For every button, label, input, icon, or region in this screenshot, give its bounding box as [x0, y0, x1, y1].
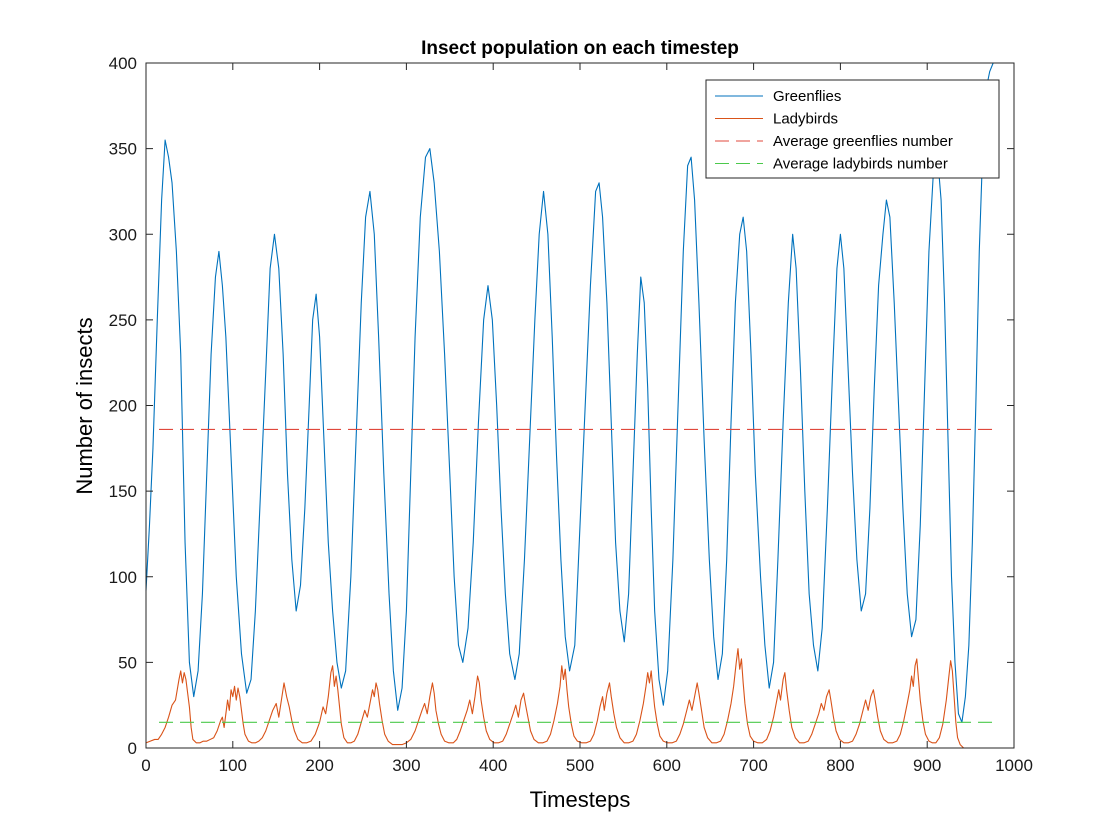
x-tick-label: 500 — [566, 756, 594, 775]
y-tick-label: 150 — [109, 482, 137, 501]
y-tick-label: 100 — [109, 568, 137, 587]
legend-entry: Average ladybirds number — [773, 156, 948, 173]
x-tick-label: 0 — [141, 756, 150, 775]
x-tick-label: 800 — [826, 756, 854, 775]
x-tick-label: 400 — [479, 756, 507, 775]
x-tick-label: 300 — [392, 756, 420, 775]
legend: Greenflies Ladybirds Average greenflies nu… — [705, 79, 1000, 179]
y-tick-label: 200 — [109, 397, 137, 416]
series-line-ladybirds — [145, 648, 994, 749]
legend-entry: Ladybirds — [773, 111, 838, 128]
y-axis: 0 50 100 150 200 250 300 350 400 — [109, 54, 1014, 758]
x-tick-label: 900 — [913, 756, 941, 775]
legend-entry: Average greenflies number — [773, 133, 953, 150]
series-layer — [145, 62, 997, 749]
x-axis-label: Timesteps — [530, 787, 631, 812]
series-line-greenflies — [145, 62, 994, 723]
x-tick-label: 1000 — [995, 756, 1033, 775]
y-tick-label: 350 — [109, 140, 137, 159]
y-tick-label: 0 — [128, 739, 137, 758]
x-axis: 0 100 200 300 400 500 600 700 800 900 1000 — [141, 63, 1033, 775]
y-tick-label: 50 — [118, 653, 137, 672]
y-tick-label: 250 — [109, 311, 137, 330]
y-tick-label: 400 — [109, 54, 137, 73]
chart-title: Insect population on each timestep — [421, 38, 739, 59]
x-tick-label: 600 — [653, 756, 681, 775]
y-axis-label: Number of insects — [72, 317, 97, 494]
legend-entry: Greenflies — [773, 88, 841, 105]
x-tick-label: 100 — [219, 756, 247, 775]
y-tick-label: 300 — [109, 225, 137, 244]
x-tick-label: 700 — [739, 756, 767, 775]
x-tick-label: 200 — [305, 756, 333, 775]
